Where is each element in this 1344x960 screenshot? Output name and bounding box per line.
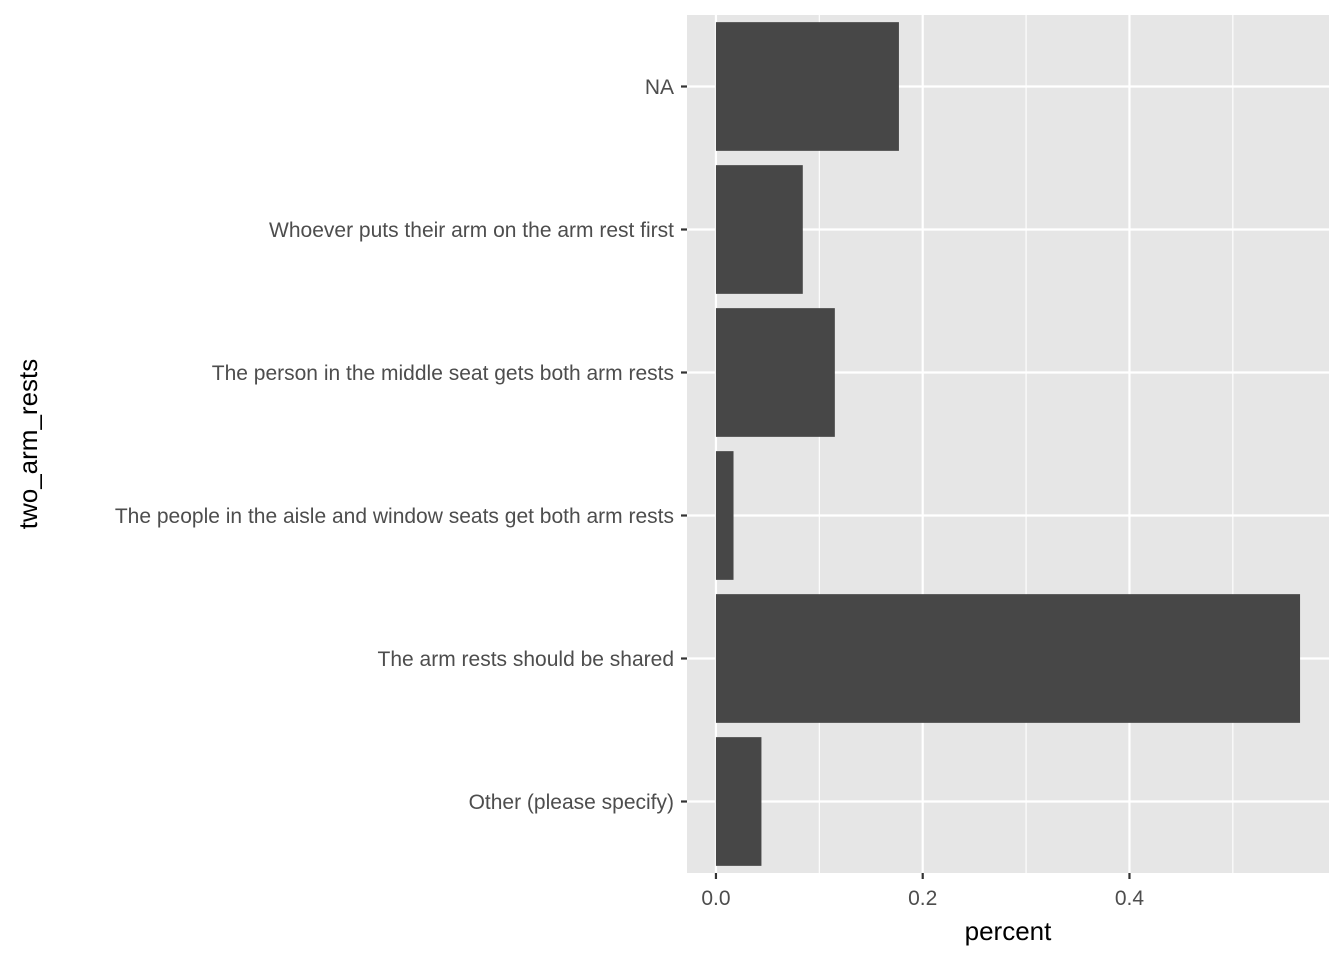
y-tick-label: The person in the middle seat gets both … (212, 362, 674, 385)
bar (715, 594, 1301, 723)
x-axis-title: percent (965, 916, 1052, 946)
y-tick-label: The people in the aisle and window seats… (115, 505, 674, 528)
bar (715, 165, 803, 294)
x-tick-label: 0.4 (1115, 887, 1145, 910)
bar (715, 451, 734, 580)
bar (715, 737, 762, 866)
y-tick-label: The arm rests should be shared (378, 648, 674, 671)
bars (715, 22, 1301, 866)
y-tick-label: Whoever puts their arm on the arm rest f… (269, 219, 674, 242)
minor-gridlines (818, 15, 1234, 873)
y-axis: Other (please specify) The arm rests shou… (115, 76, 687, 814)
x-axis: 0.0 0.2 0.4 (701, 873, 1144, 910)
y-tick-label: Other (please specify) (469, 791, 674, 814)
x-tick-label: 0.0 (701, 887, 730, 910)
plot-panel (687, 15, 1329, 873)
y-tick-label: NA (645, 76, 674, 99)
bar (715, 22, 899, 151)
y-axis-title: two_arm_rests (13, 359, 43, 530)
x-tick-label: 0.2 (908, 887, 937, 910)
bar (715, 308, 835, 437)
